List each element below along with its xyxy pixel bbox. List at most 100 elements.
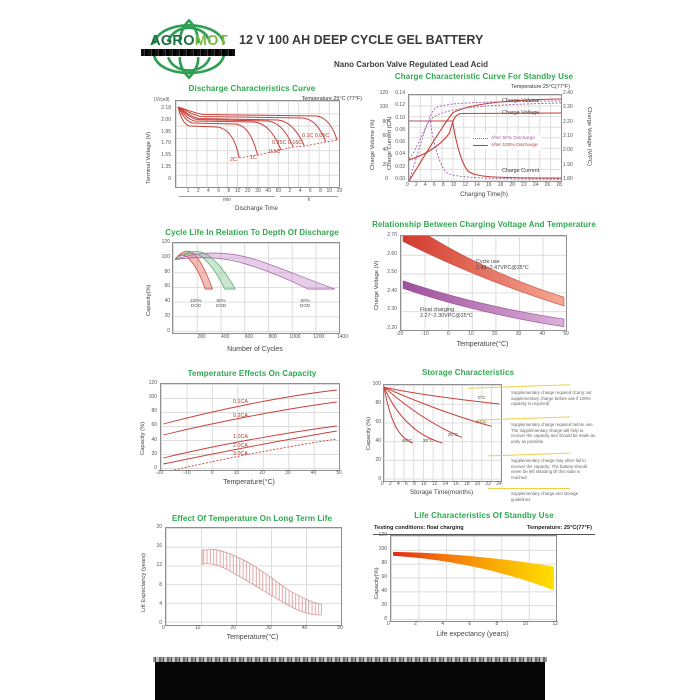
tick-label: 0	[167, 327, 170, 334]
tick-label: 30	[266, 625, 272, 631]
tick-label: 4	[396, 481, 400, 487]
tick-label: 120	[379, 90, 388, 96]
curve-016c	[178, 107, 304, 146]
y-tick-labels: 20 16 12 8 4 0	[150, 525, 162, 626]
tick-label: 0	[159, 619, 162, 626]
tick-label: 0	[385, 175, 388, 182]
curve-label-02ca: 0.2CA	[233, 413, 248, 419]
tick-label: 2	[414, 621, 417, 627]
x-tick-labels: 0 10 20 30 40 50	[162, 626, 343, 631]
band-50dod	[175, 253, 335, 289]
tick-label: -10	[183, 470, 191, 476]
tick-label: 8	[227, 188, 231, 194]
capacity-life-band	[393, 551, 554, 591]
curve-label-volume: Charge Volume	[502, 98, 540, 104]
tick-label: 40	[310, 470, 317, 476]
tick-label: 1	[186, 188, 190, 194]
annotation-connector-4	[488, 488, 570, 489]
tick-label: 20	[245, 188, 251, 194]
cutoff-line	[239, 140, 337, 158]
tick-label: 0.14	[395, 90, 405, 96]
x-axis-label: Discharge Time	[235, 205, 278, 212]
tick-label: 0.06	[395, 139, 405, 146]
tick-label: 12	[552, 621, 558, 627]
tick-label: 10	[234, 188, 241, 194]
tick-label: 40	[265, 188, 271, 194]
legend-label-50: After 50% Discharge	[491, 136, 535, 141]
curve-label-10ca: 1.0CA	[233, 434, 248, 440]
tick-label: 0.10	[395, 114, 405, 121]
tick-label: 22	[485, 481, 492, 487]
x-tick-labels: 0 2 4 6 8 10 12 14 16 18 20 22 24 26 28	[406, 183, 562, 188]
tick-label: 2.20	[387, 324, 397, 331]
tick-label: 10	[420, 481, 427, 487]
tick-label: 20	[151, 450, 157, 457]
cycle-life-plot-area	[172, 242, 340, 334]
curve-1c	[178, 107, 257, 155]
tick-label: 8	[319, 188, 322, 194]
tick-label: 0.08	[395, 126, 405, 133]
standby-life-plot-area	[390, 535, 557, 622]
chart-discharge: Discharge Characteristics Curve Temperat…	[138, 84, 366, 226]
voltage-100-curve	[409, 113, 561, 160]
curve-20ca	[163, 431, 337, 464]
curve-label-01ca: 0.1CA	[233, 399, 248, 405]
band-float-charging	[403, 281, 564, 327]
tick-label: 20	[230, 625, 237, 631]
band-label-100dod: 100% DOD	[190, 298, 202, 309]
tick-label: 10	[194, 625, 201, 631]
chart-storage-title: Storage Characteristics	[421, 368, 515, 377]
tick-label: 120	[148, 380, 157, 386]
x-tick-labels: 0 2 4 6 8 10 12 14 16 18 20 22 24	[381, 482, 502, 487]
storage-annotation-1: Supplementary charge required (Carry out…	[511, 390, 592, 407]
tick-label: 14	[474, 182, 480, 188]
legend-label-100: After 100% Discharge	[491, 143, 538, 148]
tick-label: 40	[539, 331, 546, 337]
tick-label: 100	[379, 104, 388, 111]
tick-label: 80	[381, 560, 387, 566]
tick-label: 30	[515, 331, 522, 337]
curve-label-05c: 0.5C	[269, 149, 281, 155]
curve-025c	[178, 107, 293, 147]
tick-label: 0.12	[395, 102, 405, 109]
cycle-life-bands	[173, 243, 339, 333]
tick-label: 120	[161, 239, 170, 245]
tick-label: 1.90	[563, 161, 573, 168]
tick-label: 4	[159, 600, 162, 607]
header-underline	[373, 525, 595, 535]
chart-discharge-title: Discharge Characteristics Curve	[188, 84, 316, 93]
tick-label: 2.10	[563, 132, 573, 139]
tick-label: -20	[396, 331, 404, 337]
y-tick-labels: 2.70 2.60 2.50 2.40 2.30 2.20	[381, 233, 397, 331]
current-tick-labels: 0.14 0.12 0.10 0.08 0.06 0.04 0.02 0.00	[390, 91, 405, 182]
tick-label: 18	[463, 481, 470, 487]
tick-label: 6	[404, 481, 408, 487]
tick-label: 4	[298, 188, 302, 194]
legend-entry-50: After 50% Discharge	[473, 136, 538, 141]
tick-label: 0	[381, 481, 384, 487]
chart-cycle-life: Cycle Life In Relation To Depth Of Disch…	[138, 226, 366, 366]
redacted-footer-bar	[153, 657, 547, 700]
tick-label: 100	[161, 253, 170, 260]
chart-voltage-temperature: Relationship Between Charging Voltage An…	[368, 220, 600, 362]
tick-label: 80	[164, 268, 170, 275]
curve-01c	[178, 107, 326, 142]
tick-label: 4	[423, 182, 427, 188]
tick-label: 40	[164, 298, 170, 305]
tick-label: 1.70	[161, 140, 171, 147]
tick-label: 14	[442, 481, 449, 487]
tick-label: 24	[496, 481, 502, 487]
voltage-axis-label: Charge Voltage (V/PC)	[586, 107, 592, 166]
tick-label: 2.18	[161, 105, 171, 111]
tick-label: 50	[337, 625, 343, 631]
volume-100-curve	[409, 99, 561, 181]
temperature-capacity-curves	[161, 384, 339, 470]
tick-label: 40	[382, 147, 388, 154]
tick-label: 1.35	[161, 164, 171, 171]
x-axis-label: Life expectancy (years)	[436, 631, 509, 638]
tick-label: 2.30	[387, 306, 397, 313]
tick-label: 6	[432, 182, 436, 188]
tick-label: 400	[221, 334, 230, 340]
tick-label: 20	[509, 182, 515, 188]
legend-entry-100: After 100% Discharge	[473, 143, 538, 148]
